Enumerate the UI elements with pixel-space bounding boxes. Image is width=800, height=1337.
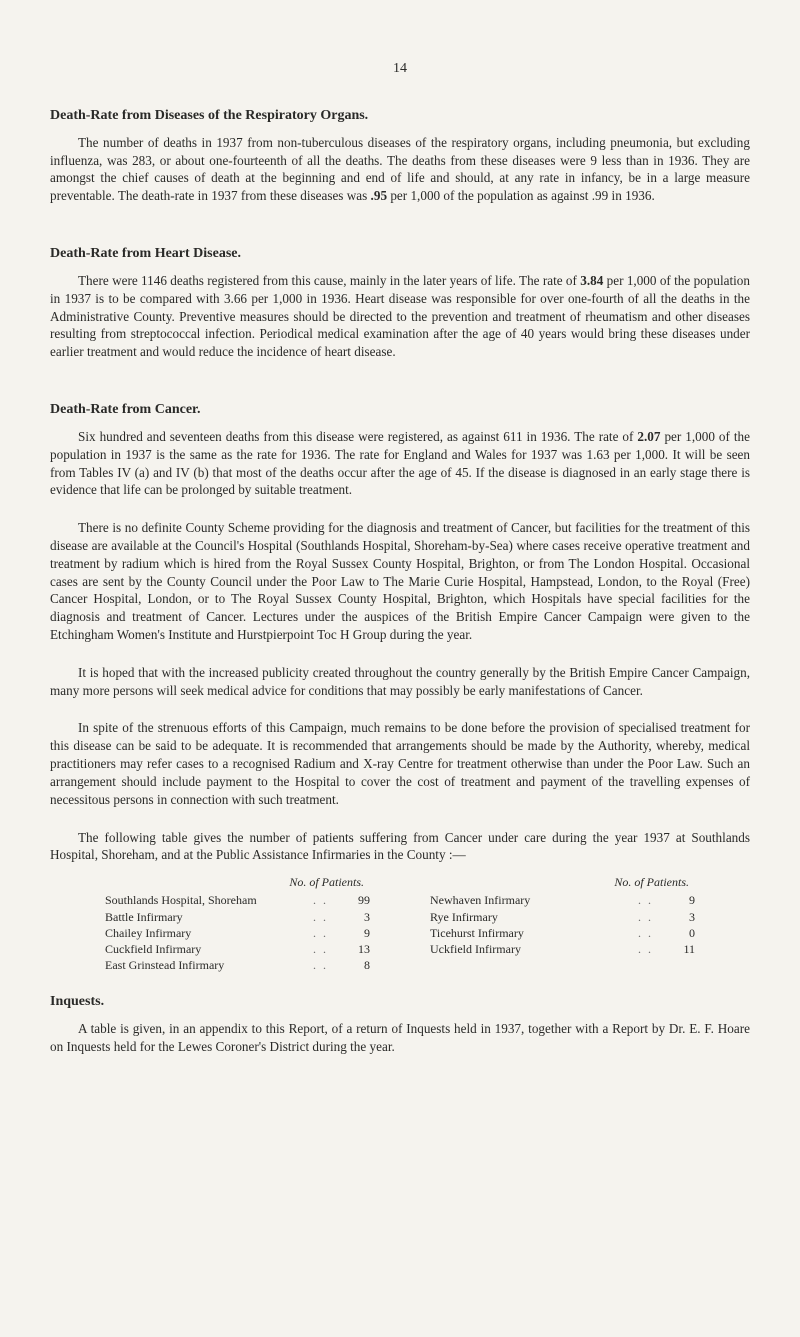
para-cancer-3: It is hoped that with the increased publ…	[50, 664, 750, 700]
table-left-column: No. of Patients. Southlands Hospital, Sh…	[105, 874, 370, 973]
table-row: Battle Infirmary . . 3	[105, 909, 370, 925]
dots: . .	[638, 909, 653, 925]
para-respiratory-1: The number of deaths in 1937 from non-tu…	[50, 134, 750, 205]
table-row: Chailey Infirmary . . 9	[105, 925, 370, 941]
table-row-label: Cuckfield Infirmary	[105, 941, 295, 957]
table-col-header-right: No. of Patients.	[430, 874, 695, 890]
table-row: Newhaven Infirmary . . 9	[430, 892, 695, 908]
patients-table: No. of Patients. Southlands Hospital, Sh…	[50, 874, 750, 973]
para-cancer-1: Six hundred and seventeen deaths from th…	[50, 428, 750, 499]
text: There were 1146 deaths registered from t…	[78, 273, 580, 288]
bold-value: 3.84	[580, 273, 603, 288]
table-row-value: 8	[346, 957, 370, 973]
table-row: East Grinstead Infirmary . . 8	[105, 957, 370, 973]
table-row: Rye Infirmary . . 3	[430, 909, 695, 925]
table-row-value: 3	[671, 909, 695, 925]
table-row-label: Rye Infirmary	[430, 909, 620, 925]
table-row-value: 9	[671, 892, 695, 908]
para-inquests-1: A table is given, in an appendix to this…	[50, 1020, 750, 1056]
table-right-column: No. of Patients. Newhaven Infirmary. .9R…	[430, 874, 695, 973]
para-cancer-5: The following table gives the number of …	[50, 829, 750, 865]
heading-inquests: Inquests.	[50, 993, 750, 1012]
dots: . .	[638, 892, 653, 908]
table-row-value: 11	[671, 941, 695, 957]
dots: . .	[313, 941, 328, 957]
heading-respiratory: Death-Rate from Diseases of the Respirat…	[50, 107, 750, 126]
text: per 1,000 of the population as against .…	[387, 188, 655, 203]
table-row-label: Ticehurst Infirmary	[430, 925, 620, 941]
table-row-value: 3	[346, 909, 370, 925]
table-row: Southlands Hospital, Shoreham . . 99	[105, 892, 370, 908]
dots: . .	[638, 941, 653, 957]
text: Six hundred and seventeen deaths from th…	[78, 429, 637, 444]
table-row-value: 0	[671, 925, 695, 941]
table-row-label: Chailey Infirmary	[105, 925, 295, 941]
heading-heart: Death-Rate from Heart Disease.	[50, 245, 750, 264]
table-row-label: Southlands Hospital, Shoreham	[105, 892, 295, 908]
dots: . .	[638, 925, 653, 941]
dots: . .	[313, 892, 328, 908]
table-col-header-left: No. of Patients.	[105, 874, 370, 890]
dots: . .	[313, 909, 328, 925]
para-heart-1: There were 1146 deaths registered from t…	[50, 272, 750, 361]
table-row: Cuckfield Infirmary . . 13	[105, 941, 370, 957]
table-row-value: 9	[346, 925, 370, 941]
dots: . .	[313, 925, 328, 941]
bold-value: .95	[371, 188, 387, 203]
table-row: Ticehurst Infirmary . . 0	[430, 925, 695, 941]
table-row-value: 99	[346, 892, 370, 908]
page-number: 14	[50, 60, 750, 79]
heading-cancer: Death-Rate from Cancer.	[50, 401, 750, 420]
table-row-label: Newhaven Infirmary	[430, 892, 620, 908]
table-row: Uckfield Infirmary . . 11	[430, 941, 695, 957]
table-row-value: 13	[346, 941, 370, 957]
table-row-label: Uckfield Infirmary	[430, 941, 620, 957]
para-cancer-4: In spite of the strenuous efforts of thi…	[50, 719, 750, 808]
bold-value: 2.07	[637, 429, 660, 444]
dots: . .	[313, 957, 328, 973]
table-row-label: East Grinstead Infirmary	[105, 957, 295, 973]
table-row-label: Battle Infirmary	[105, 909, 295, 925]
para-cancer-2: There is no definite County Scheme provi…	[50, 519, 750, 644]
